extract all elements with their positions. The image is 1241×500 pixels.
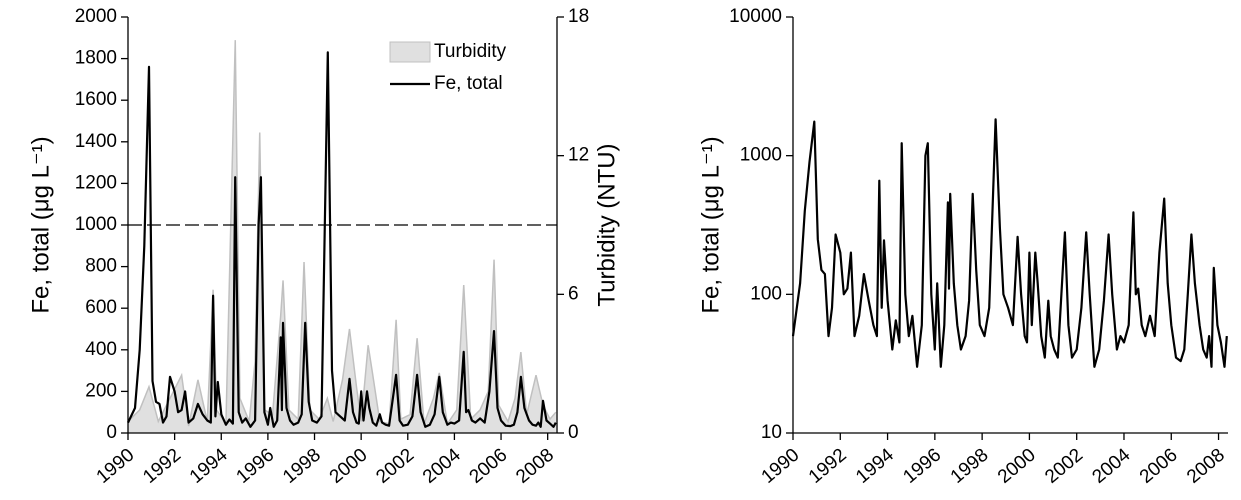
y-tick-label: 400: [85, 339, 117, 360]
y2-tick-label: 18: [568, 6, 589, 27]
y2-tick-label: 6: [568, 283, 579, 304]
y-tick-label: 0: [106, 422, 117, 443]
legend-label: Turbidity: [434, 41, 507, 62]
x-tick-label: 2006: [1136, 445, 1182, 488]
y-tick-label: 1200: [75, 172, 117, 193]
x-tick-label: 1996: [232, 445, 278, 488]
legend-swatch: [389, 41, 431, 63]
y-tick-label: 1000: [75, 214, 117, 235]
x-tick-label: 2004: [1089, 444, 1135, 488]
line: [127, 51, 557, 428]
x-tick-label: 1992: [139, 445, 185, 488]
x-tick-label: 2008: [512, 445, 558, 488]
x-tick-label: 2000: [326, 445, 372, 488]
y-tick-label: 10000: [729, 6, 782, 27]
y-tick-label: 1400: [75, 131, 117, 152]
x-tick-label: 1998: [279, 445, 325, 488]
y-axis-title: Fe, total (μg L⁻¹): [697, 136, 724, 313]
x-tick-label: 2008: [1183, 445, 1229, 488]
y2-tick-label: 0: [568, 422, 579, 443]
y-tick-label: 2000: [75, 6, 117, 27]
x-tick-label: 2002: [372, 445, 418, 488]
x-tick-label: 1996: [899, 445, 945, 488]
x-tick-label: 1992: [805, 445, 851, 488]
y2-tick-label: 12: [568, 145, 589, 166]
x-tick-label: 2002: [1041, 445, 1087, 488]
area: [128, 40, 556, 433]
x-tick-label: 1990: [758, 445, 804, 488]
y-tick-label: 100: [750, 283, 782, 304]
x-tick-label: 2006: [466, 445, 512, 488]
y-tick-label: 800: [85, 256, 117, 277]
y-tick-label: 200: [85, 380, 117, 401]
x-tick-label: 2004: [419, 444, 465, 488]
y2-axis-title: Turbidity (NTU): [593, 143, 620, 306]
y-tick-label: 10: [761, 422, 782, 443]
x-tick-label: 1990: [93, 445, 139, 488]
x-tick-label: 1998: [947, 445, 993, 488]
y-tick-label: 600: [85, 297, 117, 318]
x-tick-label: 1994: [186, 444, 232, 488]
legend-label: Fe, total: [434, 73, 503, 94]
line: [791, 118, 1228, 368]
y-tick-label: 1000: [740, 145, 782, 166]
y-tick-label: 1800: [75, 48, 117, 69]
y-axis-title: Fe, total (μg L⁻¹): [27, 136, 54, 313]
y-tick-label: 1600: [75, 89, 117, 110]
x-tick-label: 2000: [994, 445, 1040, 488]
x-tick-label: 1994: [852, 444, 898, 488]
